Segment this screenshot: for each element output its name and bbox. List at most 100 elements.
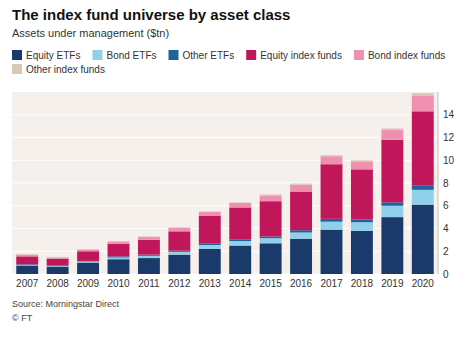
legend-swatch: [169, 50, 179, 60]
x-tick-label: 2013: [199, 278, 222, 289]
x-tick-label: 2014: [229, 278, 252, 289]
legend-swatch: [246, 50, 256, 60]
legend-swatch: [12, 50, 22, 60]
bar-segment: [290, 192, 312, 231]
bar-segment: [168, 231, 190, 250]
bar-segment: [381, 202, 403, 205]
grid-line: [12, 137, 438, 138]
bar-segment: [229, 239, 251, 241]
x-tick-label: 2016: [290, 278, 313, 289]
bar-segment: [321, 156, 343, 164]
bar-segment: [229, 241, 251, 246]
bar-segment: [229, 207, 251, 239]
bar-segment: [321, 230, 343, 274]
bar-segment: [168, 228, 190, 231]
bar-segment: [351, 219, 373, 222]
bar-segment: [168, 255, 190, 274]
bar-segment: [260, 196, 282, 202]
y-label: Assets under management ($tn): [12, 27, 169, 39]
legend-label: Bond index funds: [368, 50, 445, 61]
bar-segment: [138, 256, 160, 258]
grid-line: [12, 114, 438, 115]
bar-segment: [321, 222, 343, 230]
bar-segment: [77, 251, 99, 261]
bar-segment: [290, 184, 312, 185]
bar-segment: [16, 256, 38, 264]
bar-segment: [412, 95, 434, 111]
bar-segment: [229, 246, 251, 274]
legend-label: Bond ETFs: [106, 50, 156, 61]
bar-segment: [290, 239, 312, 274]
x-tick-label: 2012: [168, 278, 191, 289]
bar-segment: [412, 111, 434, 185]
x-tick-label: 2007: [16, 278, 39, 289]
bar-segment: [351, 160, 373, 161]
bar-segment: [290, 232, 312, 238]
bar-segment: [260, 236, 282, 238]
bar-segment: [199, 216, 221, 243]
bar-segment: [351, 231, 373, 274]
bar-segment: [16, 255, 38, 257]
annotation: © FT: [12, 313, 33, 323]
legend-item: Equity ETFs: [12, 50, 80, 61]
bar-segment: [290, 185, 312, 192]
bar-segment: [229, 202, 251, 204]
bar-segment: [381, 206, 403, 217]
bar-segment: [138, 240, 160, 255]
grid-line: [12, 228, 438, 229]
y-tick-label: 2: [443, 246, 449, 257]
bar-segment: [199, 245, 221, 249]
bar-segment: [138, 255, 160, 256]
legend-item: Equity index funds: [246, 50, 342, 61]
bar-segment: [351, 161, 373, 169]
legend-label: Equity index funds: [260, 50, 342, 61]
grid-line: [12, 205, 438, 206]
bar-segment: [351, 222, 373, 231]
bar-segment: [47, 258, 69, 259]
bar-segment: [168, 251, 190, 252]
bar-segment: [16, 254, 38, 256]
annotation: Source: Morningstar Direct: [12, 299, 120, 309]
bar-segment: [108, 244, 130, 257]
legend-item: Bond index funds: [354, 50, 445, 61]
bar-segment: [16, 265, 38, 274]
bar-segment: [168, 252, 190, 255]
bar-segment: [108, 258, 130, 260]
x-tick-label: 2009: [77, 278, 100, 289]
chart: The index fund universe by asset classAs…: [0, 0, 474, 338]
bar-segment: [199, 249, 221, 274]
bar-segment: [199, 211, 221, 213]
bar-segment: [260, 201, 282, 236]
bar-segment: [77, 263, 99, 274]
y-tick-label: 14: [443, 109, 455, 120]
legend-label: Other index funds: [26, 64, 105, 75]
bar-segment: [47, 267, 69, 274]
bar-segment: [412, 93, 434, 95]
x-tick-label: 2010: [107, 278, 130, 289]
bar-segment: [321, 219, 343, 222]
bar-segment: [412, 205, 434, 274]
bar-segment: [199, 212, 221, 216]
bar-segment: [77, 248, 99, 250]
bar-segment: [108, 242, 130, 244]
bar-segment: [412, 190, 434, 205]
bar-segment: [381, 140, 403, 203]
x-tick-label: 2019: [381, 278, 404, 289]
y-tick-label: 10: [443, 155, 455, 166]
bar-segment: [199, 243, 221, 245]
bar-segment: [168, 227, 190, 229]
y-tick-label: 6: [443, 200, 449, 211]
x-tick-label: 2018: [351, 278, 374, 289]
y-tick-label: 4: [443, 223, 449, 234]
legend-label: Other ETFs: [183, 50, 235, 61]
grid-line: [12, 251, 438, 252]
bar-segment: [47, 259, 69, 266]
bar-segment: [47, 266, 69, 268]
bar-segment: [16, 264, 38, 266]
x-tick-label: 2011: [138, 278, 160, 289]
x-tick-label: 2017: [320, 278, 343, 289]
bar-segment: [108, 256, 130, 257]
bar-segment: [351, 169, 373, 219]
grid-line: [12, 183, 438, 184]
bar-segment: [381, 217, 403, 274]
